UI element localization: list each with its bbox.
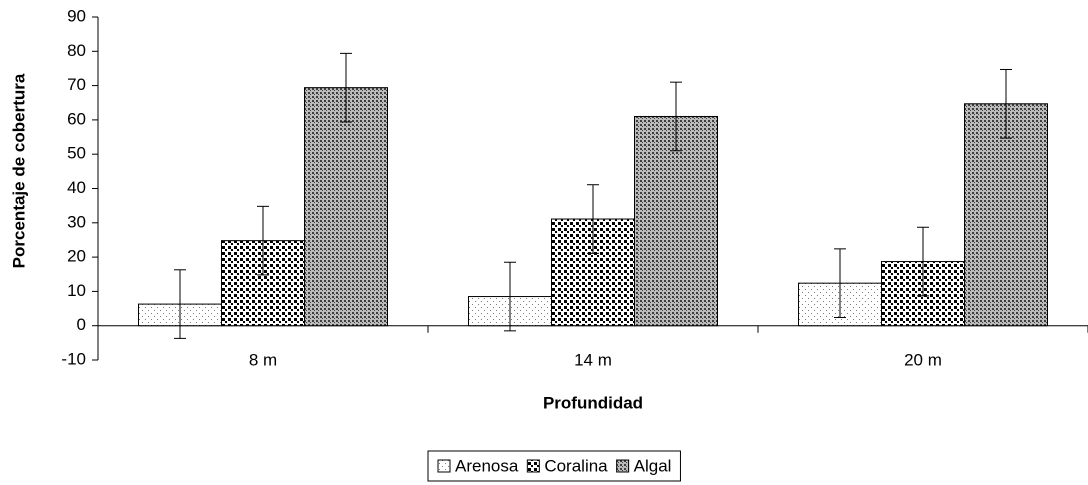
y-tick-label: 40 [67,178,86,197]
y-tick-label: 30 [67,212,86,231]
legend-label: Arenosa [455,456,519,475]
error-bar [504,261,516,332]
y-tick-label: -10 [61,349,86,368]
bar [634,115,718,327]
error-bar [340,52,352,123]
y-tick-label: 0 [77,315,86,334]
error-bar [1000,68,1012,139]
y-tick-label: 70 [67,75,86,94]
legend-box [427,450,681,482]
bar [964,103,1048,327]
legend: Arenosa Coralina Algal [427,450,681,482]
x-tick-label: 20 m [904,350,942,369]
y-axis-title: Porcentaje de cobertura [9,73,28,268]
error-bar [670,81,682,152]
y-tick-label: 60 [67,109,86,128]
y-tick-label: 50 [67,144,86,163]
error-bar [174,269,186,339]
y-tick-label: 10 [67,281,86,300]
error-bar [257,205,269,276]
bar [304,87,388,327]
legend-label: Algal [634,456,672,475]
x-tick-label: 8 m [249,350,277,369]
y-tick-label: 80 [67,41,86,60]
error-bar [834,248,846,318]
legend-swatch [616,459,630,473]
legend-swatch [437,459,451,473]
x-tick-label: 14 m [574,350,612,369]
y-tick-label: 20 [67,247,86,266]
error-bar [917,226,929,297]
error-bar [587,184,599,254]
legend-label: Coralina [544,456,608,475]
y-tick-label: 90 [67,6,86,25]
x-axis-title: Profundidad [543,393,643,412]
legend-swatch [526,459,540,473]
